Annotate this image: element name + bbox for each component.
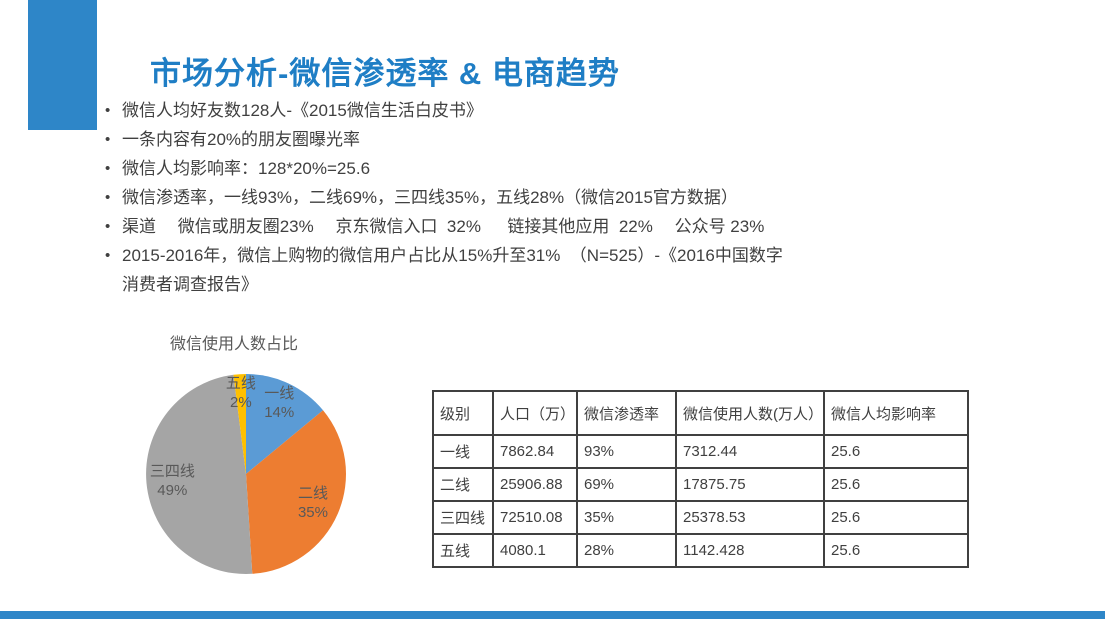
table-cell: 93% xyxy=(576,434,677,469)
pie-slice-label: 一线 14% xyxy=(264,385,295,422)
table-cell: 35% xyxy=(576,500,677,535)
bullet-item: • 渠道 微信或朋友圈23% 京东微信入口 32% 链接其他应用 22% 公众号 … xyxy=(105,217,1025,237)
pie-slice-3 xyxy=(146,374,253,574)
pie-chart: 一线 14% 二线 35% 三四线 49% 五线 2% xyxy=(145,373,347,575)
table-header-cell: 人口（万） xyxy=(492,390,578,436)
table-cell: 25.6 xyxy=(823,467,969,502)
pie-slice-label: 二线 35% xyxy=(297,484,328,521)
bullet-marker: • xyxy=(105,218,111,235)
bullet-text: 消费者调查报告》 xyxy=(122,275,258,294)
bullet-marker: • xyxy=(105,131,111,148)
table-cell: 72510.08 xyxy=(492,500,578,535)
table-header-cell: 微信渗透率 xyxy=(576,390,677,436)
table-row: 五线 4080.1 28% 1142.428 25.6 xyxy=(432,533,969,568)
table-cell: 二线 xyxy=(432,467,494,502)
bullet-text: 一条内容有20%的朋友圈曝光率 xyxy=(122,130,361,149)
table-cell: 7312.44 xyxy=(675,434,825,469)
bullet-text: 微信人均好友数128人-《2015微信生活白皮书》 xyxy=(122,101,483,120)
table-cell: 28% xyxy=(576,533,677,568)
accent-rect xyxy=(28,0,97,130)
bullet-text: 微信渗透率，一线93%，二线69%，三四线35%，五线28%（微信2015官方数… xyxy=(122,188,738,207)
table-cell: 69% xyxy=(576,467,677,502)
table-cell: 7862.84 xyxy=(492,434,578,469)
bullet-item: • 2015-2016年，微信上购物的微信用户占比从15%升至31% （N=525… xyxy=(105,246,1025,266)
bullet-item: • 一条内容有20%的朋友圈曝光率 xyxy=(105,130,1025,150)
pie-slice-label: 三四线 49% xyxy=(149,462,195,499)
table-header-cell: 微信人均影响率 xyxy=(823,390,969,436)
table-header-row: 级别 人口（万） 微信渗透率 微信使用人数(万人） 微信人均影响率 xyxy=(432,390,969,436)
pie-slice-1 xyxy=(246,374,324,474)
bullet-marker: • xyxy=(105,189,111,206)
pie-svg xyxy=(146,374,346,574)
table-cell: 五线 xyxy=(432,533,494,568)
bullet-item: • 微信渗透率，一线93%，二线69%，三四线35%，五线28%（微信2015官方… xyxy=(105,188,1025,208)
table-cell: 一线 xyxy=(432,434,494,469)
pie-slice-2 xyxy=(246,410,346,574)
bullet-item: • 微信人均好友数128人-《2015微信生活白皮书》 xyxy=(105,101,1025,121)
table-row: 一线 7862.84 93% 7312.44 25.6 xyxy=(432,434,969,469)
table-cell: 25906.88 xyxy=(492,467,578,502)
table-cell: 三四线 xyxy=(432,500,494,535)
data-table: 级别 人口（万） 微信渗透率 微信使用人数(万人） 微信人均影响率 一线 7862.84 9… xyxy=(432,390,969,568)
table-cell: 25.6 xyxy=(823,434,969,469)
bullet-marker: • xyxy=(105,160,111,177)
bullet-item: 消费者调查报告》 xyxy=(105,275,1025,295)
table-row: 三四线 72510.08 35% 25378.53 25.6 xyxy=(432,500,969,535)
pie-slice-label: 五线 2% xyxy=(225,375,256,412)
bullet-text: 2015-2016年，微信上购物的微信用户占比从15%升至31% （N=525）… xyxy=(122,246,783,265)
table-cell: 25.6 xyxy=(823,533,969,568)
table-header-cell: 级别 xyxy=(432,390,494,436)
table-cell: 17875.75 xyxy=(675,467,825,502)
table-cell: 25378.53 xyxy=(675,500,825,535)
bullet-marker: • xyxy=(105,247,111,264)
pie-slice-4 xyxy=(233,374,246,474)
table-cell: 25.6 xyxy=(823,500,969,535)
bullet-list: • 微信人均好友数128人-《2015微信生活白皮书》 • 一条内容有20%的朋友圈曝… xyxy=(105,101,1025,304)
bullet-marker: • xyxy=(105,102,111,119)
bullet-text: 微信人均影响率：128*20%=25.6 xyxy=(122,159,371,178)
bullet-text: 渠道 微信或朋友圈23% 京东微信入口 32% 链接其他应用 22% 公众号 2… xyxy=(122,217,765,236)
pie-chart-title: 微信使用人数占比 xyxy=(170,336,299,353)
table-cell: 4080.1 xyxy=(492,533,578,568)
table-row: 二线 25906.88 69% 17875.75 25.6 xyxy=(432,467,969,502)
table-header-cell: 微信使用人数(万人） xyxy=(675,390,825,436)
table-cell: 1142.428 xyxy=(675,533,825,568)
page-title: 市场分析-微信渗透率 & 电商趋势 xyxy=(150,56,620,91)
bottom-accent-bar xyxy=(0,611,1105,619)
bullet-item: • 微信人均影响率：128*20%=25.6 xyxy=(105,159,1025,179)
